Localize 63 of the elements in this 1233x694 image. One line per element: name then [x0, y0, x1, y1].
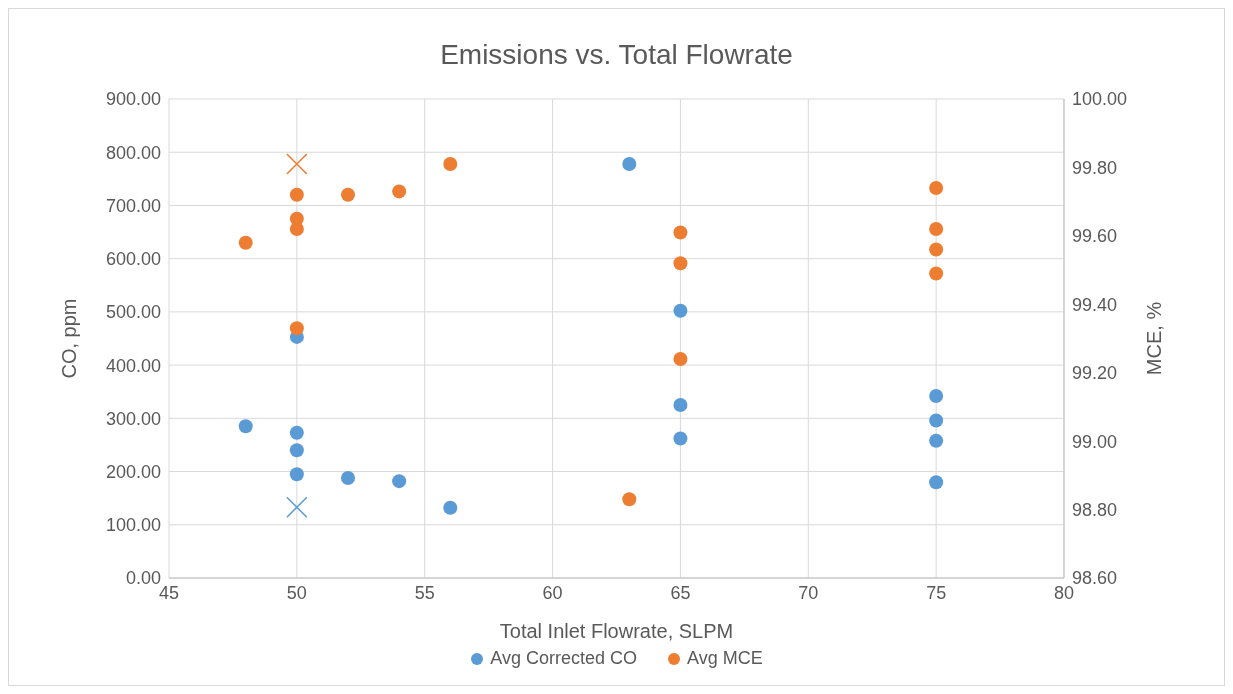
point: [289, 321, 304, 336]
point: [289, 222, 304, 237]
y2-tick-label: 100.00: [1072, 89, 1128, 110]
y-tick-label: 600.00: [105, 249, 161, 270]
chart-title: Emissions vs. Total Flowrate: [439, 39, 794, 72]
x-tick-label: 65: [670, 582, 691, 603]
x-tick-label: 45: [158, 582, 180, 603]
point: [289, 425, 304, 440]
y-tick-label: 900.00: [105, 89, 161, 110]
point: [673, 352, 688, 367]
point: [929, 222, 944, 237]
point: [929, 242, 944, 257]
point: [622, 492, 637, 507]
point: [443, 157, 458, 172]
point: [929, 180, 944, 195]
x-tick-label: 50: [286, 582, 307, 603]
y2-tick-label: 98.60: [1072, 568, 1118, 589]
y-tick-label: 100.00: [105, 515, 161, 536]
y-tick-label: 700.00: [105, 195, 161, 216]
point: [289, 467, 304, 482]
x-tick-label: 70: [798, 582, 819, 603]
point: [929, 433, 944, 448]
point: [929, 475, 944, 490]
y2-tick-label: 99.40: [1072, 294, 1118, 315]
point: [929, 413, 944, 428]
point: [238, 235, 253, 250]
point: [673, 256, 688, 271]
point: [673, 398, 688, 413]
y-tick-label: 0.00: [125, 568, 161, 589]
y2-tick-label: 99.00: [1072, 431, 1118, 452]
point: [286, 496, 308, 518]
point: [443, 500, 458, 515]
x-tick-label: 60: [542, 582, 563, 603]
y-tick-label: 200.00: [105, 461, 161, 482]
y-tick-label: 300.00: [105, 408, 161, 429]
point: [289, 443, 304, 458]
y2-tick-label: 99.80: [1072, 157, 1118, 178]
y-tick-label: 800.00: [105, 142, 161, 163]
point: [673, 303, 688, 318]
legend-label: Avg MCE: [686, 648, 763, 669]
point: [341, 187, 355, 202]
point: [286, 153, 308, 175]
point: [341, 470, 355, 485]
y-tick-label: 400.00: [105, 355, 161, 376]
legend-label: Avg Corrected CO: [489, 648, 638, 669]
point: [392, 184, 407, 199]
x-axis-title: Total Inlet Flowrate, SLPM: [499, 620, 734, 642]
y-axis-title: CO, ppm: [58, 298, 81, 379]
y2-tick-label: 98.80: [1072, 499, 1118, 520]
point: [673, 225, 688, 240]
point: [929, 388, 944, 403]
point: [392, 474, 407, 489]
point: [673, 431, 688, 446]
y2-tick-label: 99.60: [1072, 226, 1118, 247]
x-tick-label: 55: [414, 582, 435, 603]
y2-tick-label: 99.20: [1072, 363, 1118, 384]
point: [929, 266, 944, 281]
y2-axis-title: MCE, %: [1143, 301, 1166, 376]
x-tick-label: 75: [926, 582, 947, 603]
point: [238, 419, 253, 434]
point: [622, 156, 637, 171]
y-tick-label: 500.00: [105, 302, 161, 323]
point: [289, 187, 304, 202]
